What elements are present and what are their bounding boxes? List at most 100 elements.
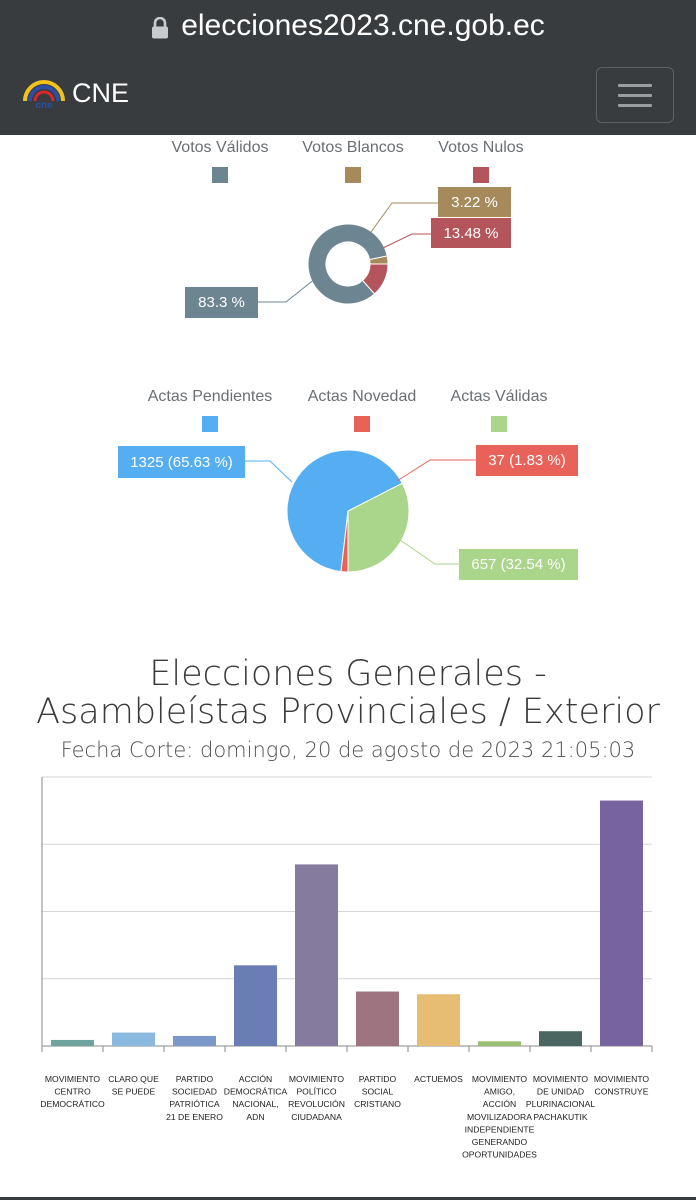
leader-line: [399, 539, 459, 565]
x-tick-label: MOVIMIENTO POLÍTICO REVOLUCIÓN CIUDADANA: [288, 1074, 345, 1122]
x-tick-label-line: ACTUEMOS: [414, 1074, 463, 1084]
leader-line: [258, 277, 317, 303]
x-tick-label-line: SE PUEDE: [112, 1087, 156, 1097]
x-tick-label: MOVIMIENTO DE UNIDAD PLURINACIONAL PACHAKUT…: [526, 1074, 595, 1122]
legend-votos-blancos[interactable]: Votos Blancos: [293, 139, 413, 183]
bar-movimiento-construye[interactable]: [600, 800, 643, 1046]
x-tick-label-line: ADN: [246, 1112, 264, 1122]
chart-title: Elecciones Generales - Asambleístas Prov…: [36, 654, 660, 732]
leader-line: [245, 460, 293, 483]
x-tick-label: MOVIMIENTO CENTRO DEMOCRÁTICO: [40, 1074, 105, 1109]
bar-actuemos[interactable]: [417, 994, 460, 1046]
x-tick-label-line: REVOLUCIÓN: [288, 1099, 345, 1109]
bar-movimiento-amigo-accion-movilizadora-independiente-generando-oportunidades[interactable]: [478, 1041, 521, 1046]
x-tick-label-line: MOVILIZADORA: [467, 1112, 532, 1122]
pie-slice-votos-validos[interactable]: [307, 223, 388, 305]
x-tick-label-line: CENTRO: [54, 1087, 91, 1097]
legend-swatch: [354, 416, 370, 432]
url-text: elecciones2023.cne.gob.ec: [181, 9, 545, 42]
x-tick-label: ACTUEMOS: [414, 1074, 463, 1084]
x-tick-label-line: CLARO QUE: [108, 1074, 159, 1084]
data-label-votos-blancos: 3.22 %: [438, 187, 511, 217]
bar-movimiento-centro-democratico[interactable]: [51, 1039, 94, 1046]
x-tick-label-line: CONSTRUYE: [595, 1087, 649, 1097]
brand-link[interactable]: cne CNE: [22, 78, 129, 109]
leader-line: [396, 459, 476, 482]
pie-slice-votos-blancos[interactable]: [368, 255, 389, 265]
x-tick-label-line: INDEPENDIENTE: [465, 1124, 535, 1134]
x-tick-label-line: SOCIEDAD: [172, 1087, 217, 1097]
x-tick-label-line: CRISTIANO: [354, 1099, 401, 1109]
pie-slice-actas-novedad[interactable]: [340, 510, 349, 573]
x-tick-label-line: MOVIMIENTO: [289, 1074, 345, 1084]
x-tick-label-line: SOCIAL: [362, 1087, 394, 1097]
x-tick-label-line: PLURINACIONAL: [526, 1099, 595, 1109]
seat-bar-chart: MOVIMIENTO CENTRO DEMOCRÁTICO CLARO QUE SE P…: [40, 776, 653, 1160]
x-tick-label-line: CIUDADANA: [291, 1112, 342, 1122]
x-tick-label-line: MOVIMIENTO: [45, 1074, 101, 1084]
x-tick-label-line: PACHAKUTIK: [533, 1112, 588, 1122]
x-tick-label: PARTIDO SOCIEDAD PATRIÓTICA 21 DE ENERO: [166, 1074, 223, 1122]
x-tick-label: CLARO QUE SE PUEDE: [108, 1074, 159, 1097]
menu-toggle-button[interactable]: [596, 67, 674, 123]
votes-donut-svg: [258, 202, 438, 305]
legend-actas-validas[interactable]: Actas Válidas: [424, 388, 574, 432]
lock-icon: [152, 17, 169, 39]
chart-subtitle: Fecha Corte: domingo, 20 de agosto de 20…: [60, 738, 636, 762]
x-tick-label: MOVIMIENTO CONSTRUYE: [594, 1074, 650, 1097]
bar-claro-que-se-puede[interactable]: [112, 1032, 155, 1046]
legend-votos-nulos[interactable]: Votos Nulos: [421, 139, 541, 183]
legend-actas-pendientes[interactable]: Actas Pendientes: [135, 388, 285, 432]
x-tick-label: PARTIDO SOCIAL CRISTIANO: [354, 1074, 401, 1109]
x-tick-label: MOVIMIENTO AMIGO, ACCIÓN MOVILIZADORA INDEPE…: [462, 1074, 537, 1160]
hamburger-line: [618, 94, 652, 97]
x-tick-label-line: MOVIMIENTO: [533, 1074, 589, 1084]
actas-pie-svg: [245, 449, 476, 573]
legend-swatch: [212, 167, 228, 183]
x-tick-label-line: OPORTUNIDADES: [462, 1150, 537, 1160]
bar-partido-social-cristiano[interactable]: [356, 991, 399, 1046]
data-label-actas-validas: 657 (32.54 %): [459, 549, 578, 580]
data-label-actas-novedad: 37 (1.83 %): [476, 445, 578, 476]
data-label-votos-validos: 83.3 %: [185, 287, 258, 318]
hamburger-line: [618, 84, 652, 87]
x-tick-label-line: DEMOCRÁTICO: [40, 1099, 105, 1109]
x-tick-label-line: NACIONAL,: [232, 1099, 278, 1109]
bar-movimiento-politico-revolucion-ciudadana[interactable]: [295, 864, 338, 1046]
x-tick-label-line: 21 DE ENERO: [166, 1112, 223, 1122]
bar-accion-democratica-nacional-adn[interactable]: [234, 965, 277, 1046]
x-tick-label-line: POLÍTICO: [296, 1087, 336, 1097]
x-tick-label-line: ACCIÓN: [483, 1099, 516, 1109]
address-bar[interactable]: elecciones2023.cne.gob.ec: [0, 0, 696, 52]
legend-swatch: [202, 416, 218, 432]
pie-slice-actas-validas[interactable]: [347, 482, 410, 573]
x-tick-label: ACCIÓN DEMOCRÁTICA NACIONAL, ADN: [224, 1074, 288, 1122]
x-tick-label-line: PATRIÓTICA: [169, 1099, 220, 1109]
legend-votos-validos[interactable]: Votos Válidos: [160, 139, 280, 183]
data-label-votos-nulos: 13.48 %: [431, 218, 511, 248]
hamburger-line: [618, 104, 652, 107]
cne-logo-icon: cne: [23, 79, 65, 109]
bar-partido-sociedad-patriotica-21-de-enero[interactable]: [173, 1035, 216, 1046]
x-tick-label-line: ACCIÓN: [239, 1074, 272, 1084]
leader-line: [382, 233, 431, 249]
legend-swatch: [491, 416, 507, 432]
bar-movimiento-de-unidad-plurinacional-pachakutik[interactable]: [539, 1031, 582, 1046]
leader-line: [370, 202, 438, 233]
legend-swatch: [473, 167, 489, 183]
x-tick-label-line: DE UNIDAD: [537, 1087, 584, 1097]
bottom-edge: [0, 1197, 696, 1200]
pie-slice-actas-pendientes[interactable]: [286, 449, 403, 573]
x-tick-label-line: PARTIDO: [359, 1074, 397, 1084]
x-tick-label-line: GENERANDO: [472, 1137, 528, 1147]
x-tick-label-line: DEMOCRÁTICA: [224, 1087, 288, 1097]
legend-actas-novedad[interactable]: Actas Novedad: [287, 388, 437, 432]
brand-name: CNE: [72, 78, 130, 108]
legend-swatch: [345, 167, 361, 183]
browser-chrome: elecciones2023.cne.gob.ec cne CNE: [0, 0, 696, 135]
data-label-actas-pendientes: 1325 (65.63 %): [118, 446, 245, 478]
x-tick-label-line: MOVIMIENTO: [594, 1074, 650, 1084]
logo-text: cne: [35, 100, 53, 109]
site-navbar: cne CNE: [0, 52, 696, 135]
x-tick-label-line: MOVIMIENTO: [472, 1074, 528, 1084]
